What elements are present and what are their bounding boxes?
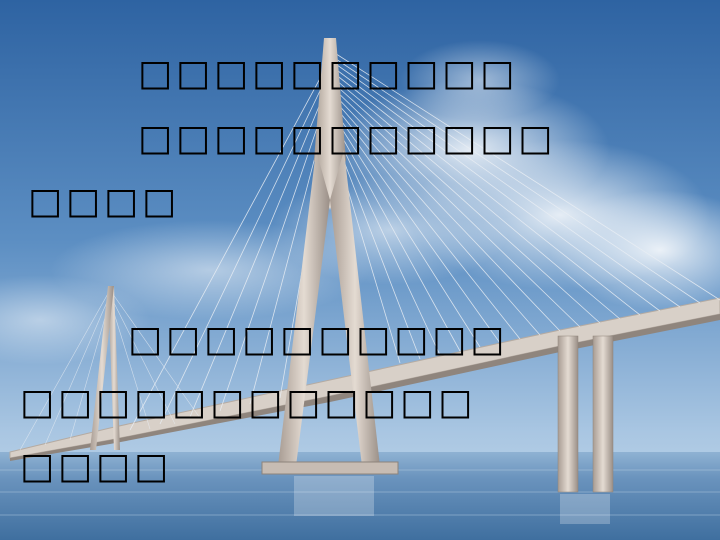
approach-piers: [557, 335, 614, 493]
paragraph-2-line-1: □□□□□□□□□□: [128, 319, 509, 360]
paragraph-2-line-2: □□□□□□□□□□□□: [20, 382, 477, 423]
paragraph-1-line-1: □□□□□□□□□□: [138, 53, 519, 94]
far-tower: [90, 286, 120, 450]
paragraph-2-line-3: □□□□: [20, 446, 173, 487]
paragraph-1-line-2: □□□□□□□□□□□: [138, 118, 557, 159]
paragraph-1-line-3: □□□□: [28, 181, 181, 222]
main-tower: [261, 38, 399, 475]
